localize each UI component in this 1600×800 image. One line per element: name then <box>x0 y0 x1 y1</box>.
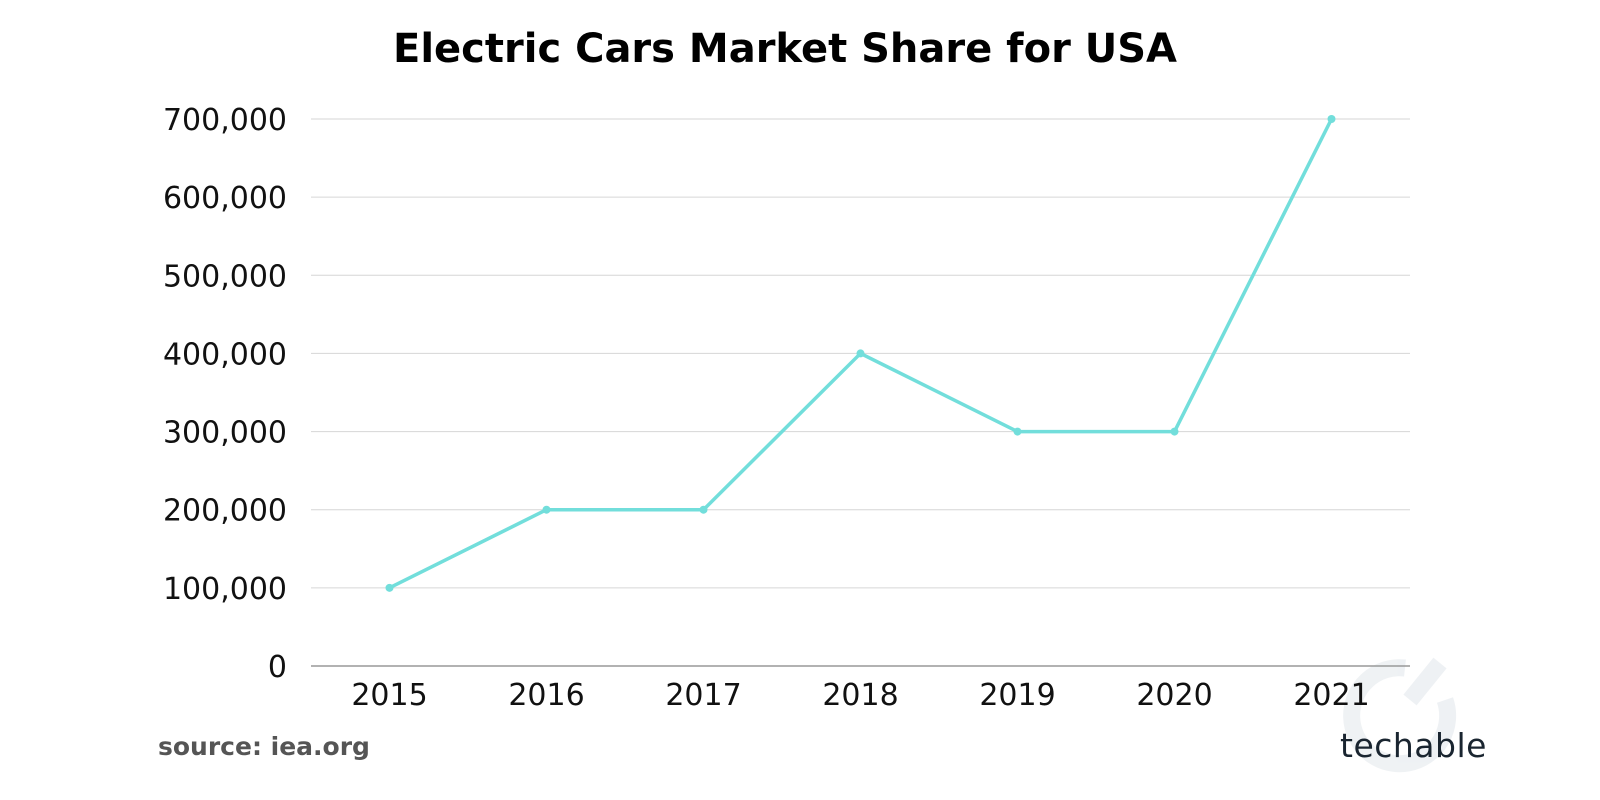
y-tick-label: 700,000 <box>163 103 287 138</box>
data-point <box>1013 427 1022 436</box>
data-point <box>699 505 708 514</box>
x-tick-label: 2017 <box>665 678 741 713</box>
x-tick-label: 2016 <box>508 678 584 713</box>
y-tick-label: 0 <box>268 650 287 685</box>
logo-watermark-icon <box>1343 657 1457 773</box>
y-tick-label: 500,000 <box>163 259 287 294</box>
source-note: source: iea.org <box>158 732 370 761</box>
x-tick-label: 2020 <box>1136 678 1212 713</box>
x-tick-label: 2019 <box>979 678 1055 713</box>
y-tick-label: 400,000 <box>163 337 287 372</box>
x-tick-label: 2018 <box>822 678 898 713</box>
data-point <box>1170 427 1179 436</box>
data-point <box>856 349 865 358</box>
techable-logo: techable <box>1340 726 1487 765</box>
x-tick-label: 2021 <box>1293 678 1369 713</box>
data-point <box>542 505 551 514</box>
data-point <box>1327 115 1336 123</box>
y-tick-label: 300,000 <box>163 416 287 451</box>
y-tick-label: 600,000 <box>163 181 287 216</box>
y-tick-label: 200,000 <box>163 494 287 529</box>
chart-title: Electric Cars Market Share for USA <box>393 26 1177 72</box>
x-tick-label: 2015 <box>351 678 427 713</box>
data-point <box>385 583 394 592</box>
y-tick-label: 100,000 <box>163 572 287 607</box>
